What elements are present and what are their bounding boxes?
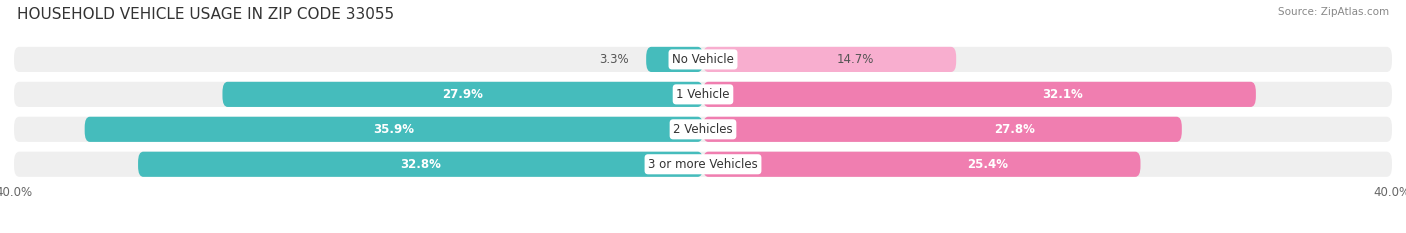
FancyBboxPatch shape	[138, 152, 703, 177]
Text: 2 Vehicles: 2 Vehicles	[673, 123, 733, 136]
Text: 3.3%: 3.3%	[599, 53, 628, 66]
FancyBboxPatch shape	[703, 152, 1140, 177]
FancyBboxPatch shape	[84, 117, 703, 142]
Text: 25.4%: 25.4%	[967, 158, 1008, 171]
Text: 35.9%: 35.9%	[374, 123, 415, 136]
Text: 3 or more Vehicles: 3 or more Vehicles	[648, 158, 758, 171]
FancyBboxPatch shape	[222, 82, 703, 107]
Text: 1 Vehicle: 1 Vehicle	[676, 88, 730, 101]
FancyBboxPatch shape	[703, 82, 1256, 107]
Text: 32.1%: 32.1%	[1042, 88, 1083, 101]
FancyBboxPatch shape	[703, 47, 956, 72]
FancyBboxPatch shape	[647, 47, 703, 72]
Text: HOUSEHOLD VEHICLE USAGE IN ZIP CODE 33055: HOUSEHOLD VEHICLE USAGE IN ZIP CODE 3305…	[17, 7, 394, 22]
Text: 27.8%: 27.8%	[994, 123, 1035, 136]
Text: No Vehicle: No Vehicle	[672, 53, 734, 66]
Text: 32.8%: 32.8%	[401, 158, 441, 171]
Text: 14.7%: 14.7%	[837, 53, 873, 66]
FancyBboxPatch shape	[14, 117, 1392, 142]
Text: 27.9%: 27.9%	[443, 88, 484, 101]
FancyBboxPatch shape	[703, 117, 1182, 142]
Text: Source: ZipAtlas.com: Source: ZipAtlas.com	[1278, 7, 1389, 17]
FancyBboxPatch shape	[14, 47, 1392, 72]
FancyBboxPatch shape	[14, 152, 1392, 177]
FancyBboxPatch shape	[14, 82, 1392, 107]
